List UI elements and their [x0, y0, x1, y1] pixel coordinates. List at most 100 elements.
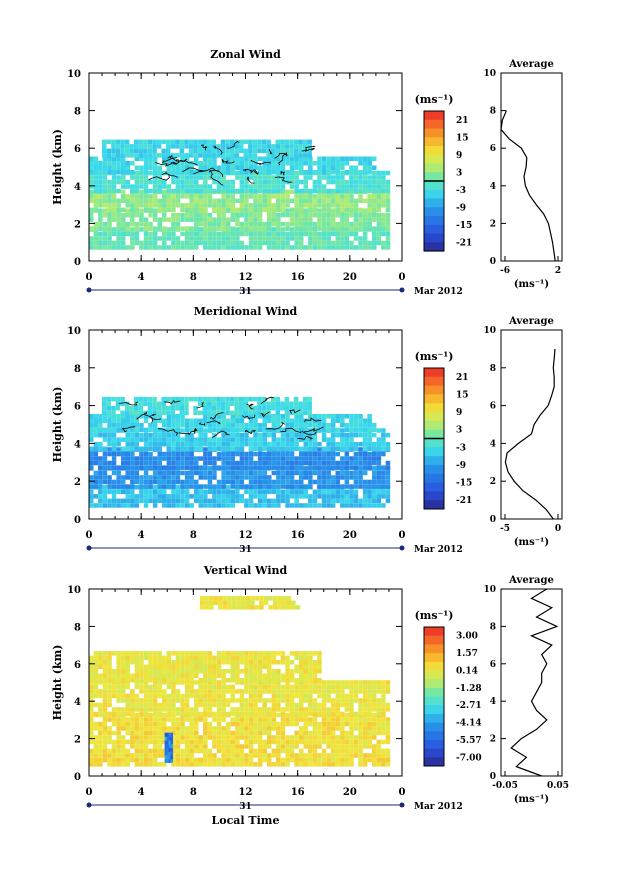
heatmap-cell: [285, 465, 290, 470]
heatmap-cell: [148, 446, 153, 451]
contour-line: [162, 156, 178, 163]
heatmap-cell: [207, 240, 213, 246]
heatmap-cell: [139, 437, 144, 442]
heatmap-cell: [175, 762, 181, 767]
contour-line: [206, 420, 221, 425]
heatmap-cell: [121, 423, 126, 428]
heatmap-cell: [216, 236, 222, 241]
heatmap-cell: [198, 198, 203, 204]
heatmap-cell: [98, 240, 103, 246]
heatmap-cell: [244, 475, 249, 480]
heatmap-cell: [184, 437, 190, 442]
heatmap-cell: [175, 427, 181, 433]
heatmap-cell: [303, 418, 308, 423]
heatmap-cell: [111, 184, 117, 189]
heatmap-cell: [212, 693, 217, 699]
heatmap-cell: [180, 651, 185, 656]
heatmap-cell: [162, 739, 167, 745]
heatmap-cell: [239, 203, 245, 208]
heatmap-cell: [299, 689, 304, 694]
heatmap-cell: [248, 655, 254, 661]
heatmap-cell: [330, 762, 336, 767]
heatmap-cell: [262, 479, 267, 485]
heatmap-cell: [344, 494, 350, 499]
heatmap-cell: [293, 401, 299, 406]
heatmap-cell: [139, 660, 144, 665]
heatmap-cell: [175, 730, 181, 736]
heatmap-cell: [381, 184, 386, 189]
avg-y-tick-label: 2: [490, 219, 496, 229]
heatmap-cell: [312, 730, 318, 736]
heatmap-cell: [202, 410, 207, 416]
heatmap-cell: [175, 236, 181, 241]
heatmap-cell: [116, 236, 121, 241]
heatmap-cell: [166, 678, 172, 683]
colorbar-segment: [424, 456, 444, 466]
heatmap-cell: [162, 498, 167, 504]
heatmap-cell: [376, 744, 382, 749]
heatmap-cell: [280, 693, 286, 699]
heatmap-cell: [335, 427, 340, 433]
heatmap-cell: [175, 717, 181, 722]
heatmap-cell: [143, 396, 148, 402]
heatmap-cell: [303, 735, 308, 740]
heatmap-cell: [107, 231, 112, 237]
heatmap-cell: [276, 689, 281, 694]
heatmap-cell: [180, 711, 185, 717]
heatmap-cell: [376, 212, 382, 218]
heatmap-cell: [299, 707, 304, 712]
heatmap-cell: [349, 245, 354, 250]
heatmap-cell: [89, 660, 94, 665]
heatmap-cell: [293, 144, 299, 149]
heatmap-cell: [143, 441, 149, 447]
heatmap-cell: [184, 427, 190, 433]
heatmap-cell: [244, 456, 249, 461]
heatmap-cell: [221, 188, 226, 194]
heatmap-cell: [299, 432, 304, 438]
heatmap-cell: [317, 721, 322, 727]
heatmap-cell: [353, 698, 359, 703]
heatmap-cell: [225, 698, 231, 703]
heatmap-cell: [372, 226, 377, 231]
heatmap-cell: [93, 240, 99, 246]
heatmap-cell: [116, 479, 121, 485]
heatmap-cell: [267, 484, 272, 489]
heatmap-cell: [106, 410, 112, 416]
heatmap-cell: [289, 660, 295, 665]
y-tick-label: 4: [74, 439, 81, 450]
heatmap-cell: [197, 153, 203, 158]
heatmap-cell: [321, 170, 327, 175]
heatmap-cell: [298, 148, 303, 154]
heatmap-cell: [102, 684, 108, 690]
heatmap-cell: [276, 712, 281, 718]
heatmap-cell: [317, 226, 322, 231]
heatmap-cell: [312, 240, 318, 246]
heatmap-cell: [289, 465, 295, 470]
heatmap-cell: [225, 739, 231, 745]
heatmap-cell: [362, 198, 368, 204]
heatmap-cell: [358, 479, 363, 485]
heatmap-cell: [289, 735, 295, 740]
heatmap-cell: [107, 423, 112, 428]
heatmap-cell: [171, 456, 176, 461]
colorbar-segment: [424, 242, 444, 252]
heatmap-cell: [189, 170, 194, 175]
heatmap-cell: [335, 465, 340, 470]
heatmap-cell: [221, 418, 226, 423]
heatmap-cell: [180, 161, 185, 166]
heatmap-cell: [207, 144, 212, 149]
heatmap-cell: [344, 484, 350, 489]
colorbar-segment: [424, 376, 444, 387]
heatmap-cell: [358, 188, 363, 194]
heatmap-cell: [121, 664, 126, 669]
heatmap-cell: [267, 198, 272, 204]
heatmap-cell: [230, 203, 235, 208]
heatmap-cell: [362, 484, 368, 489]
heatmap-cell: [194, 717, 199, 722]
heatmap-cell: [257, 693, 263, 699]
heatmap-cell: [148, 673, 153, 678]
heatmap-cell: [203, 678, 208, 683]
heatmap-cell: [280, 194, 286, 199]
heatmap-cell: [212, 175, 217, 180]
heatmap-cell: [212, 179, 217, 185]
